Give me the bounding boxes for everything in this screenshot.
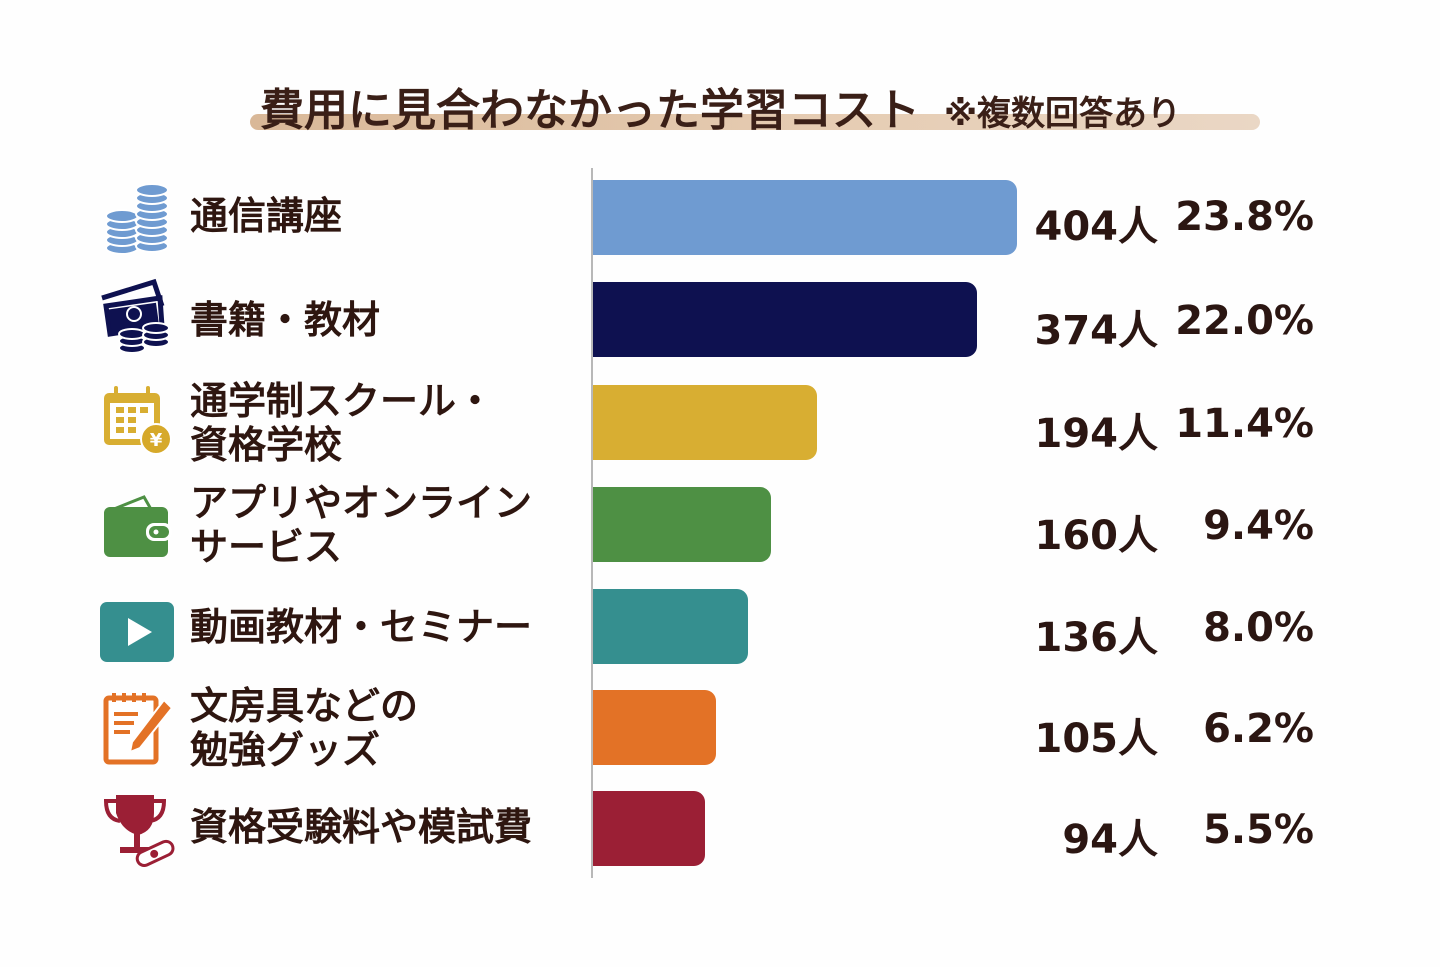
bar (593, 487, 771, 562)
count-value: 105人 (1034, 716, 1159, 762)
bar-row: 通信講座 404人 23.8% (0, 180, 1440, 255)
count-value: 194人 (1034, 411, 1159, 457)
bar-row: 動画教材・セミナー 136人 8.0% (0, 589, 1440, 664)
bar (593, 791, 705, 866)
percent-value: 9.4% (1203, 503, 1314, 549)
title-text: 費用に見合わなかった学習コスト (260, 85, 920, 136)
category-label: 動画教材・セミナー (190, 605, 533, 649)
category-label: アプリやオンライン サービス (190, 481, 533, 569)
percent-value: 22.0% (1175, 298, 1314, 344)
bar (593, 385, 817, 460)
category-axis-line (591, 168, 593, 878)
bar-row: 書籍・教材 374人 22.0% (0, 278, 1440, 357)
bar (593, 282, 977, 357)
money-coins-icon (101, 278, 170, 354)
bar-row: ¥ 通学制スクール・ 資格学校 194人 11.4% (0, 379, 1440, 467)
calendar-yen-icon: ¥ (104, 386, 172, 455)
bar-row: 資格受験料や模試費 94人 5.5% (0, 791, 1440, 867)
bar (593, 690, 716, 765)
category-label: 資格受験料や模試費 (190, 805, 533, 849)
percent-value: 23.8% (1175, 194, 1314, 240)
notepad-pencil-icon (103, 693, 174, 765)
percent-value: 5.5% (1203, 807, 1314, 853)
chart-title: 費用に見合わなかった学習コスト ※複数回答あり (260, 74, 1181, 138)
bar-row: 文房具などの 勉強グッズ 105人 6.2% (0, 684, 1440, 772)
bar (593, 180, 1017, 255)
percent-value: 8.0% (1203, 605, 1314, 651)
percent-value: 6.2% (1203, 706, 1314, 752)
category-label: 通学制スクール・ 資格学校 (190, 379, 495, 467)
category-label: 文房具などの 勉強グッズ (190, 684, 419, 772)
svg-text:¥: ¥ (150, 430, 163, 451)
play-video-icon (100, 602, 174, 662)
bar (593, 589, 748, 664)
wallet-icon (104, 495, 172, 557)
count-value: 94人 (1062, 817, 1158, 863)
category-label: 通信講座 (190, 194, 343, 238)
bar-row: アプリやオンライン サービス 160人 9.4% (0, 481, 1440, 569)
percent-value: 11.4% (1175, 401, 1314, 447)
coin-stack-icon (105, 183, 169, 255)
title-underline (250, 114, 1260, 130)
trophy-certificate-icon (103, 795, 175, 867)
category-label: 書籍・教材 (190, 298, 381, 342)
count-value: 136人 (1034, 615, 1159, 661)
chart-title-block: 費用に見合わなかった学習コスト ※複数回答あり (250, 72, 1260, 136)
count-value: 374人 (1034, 308, 1159, 354)
multiple-answer-note: ※複数回答あり (944, 94, 1182, 134)
count-value: 404人 (1034, 204, 1159, 250)
count-value: 160人 (1034, 513, 1159, 559)
